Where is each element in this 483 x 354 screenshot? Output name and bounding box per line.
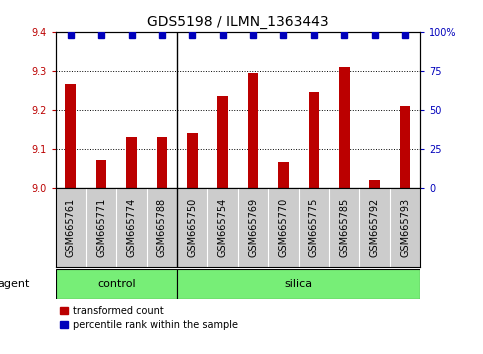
Title: GDS5198 / ILMN_1363443: GDS5198 / ILMN_1363443	[147, 16, 329, 29]
Legend: transformed count, percentile rank within the sample: transformed count, percentile rank withi…	[60, 306, 238, 330]
Text: GSM665769: GSM665769	[248, 198, 258, 257]
Text: GSM665788: GSM665788	[157, 198, 167, 257]
Text: control: control	[97, 279, 136, 289]
Bar	[187, 133, 198, 188]
Bar	[369, 180, 380, 188]
Bar	[56, 269, 177, 299]
Bar	[339, 67, 350, 188]
Text: silica: silica	[284, 279, 313, 289]
Bar	[278, 162, 289, 188]
Text: GSM665774: GSM665774	[127, 198, 137, 257]
Text: GSM665793: GSM665793	[400, 198, 410, 257]
Text: GSM665775: GSM665775	[309, 198, 319, 257]
Bar	[156, 137, 167, 188]
Bar	[309, 92, 319, 188]
Text: GSM665770: GSM665770	[279, 198, 288, 257]
Text: GSM665754: GSM665754	[218, 198, 227, 257]
FancyArrow shape	[46, 275, 55, 293]
Bar	[126, 137, 137, 188]
Bar	[217, 96, 228, 188]
Text: GSM665761: GSM665761	[66, 198, 76, 257]
Text: GSM665750: GSM665750	[187, 198, 197, 257]
Bar	[400, 106, 411, 188]
Bar	[177, 269, 420, 299]
Text: GSM665785: GSM665785	[339, 198, 349, 257]
Bar	[248, 73, 258, 188]
Text: GSM665771: GSM665771	[96, 198, 106, 257]
Bar	[96, 160, 106, 188]
Text: GSM665792: GSM665792	[369, 198, 380, 257]
Bar	[65, 84, 76, 188]
Text: agent: agent	[0, 279, 30, 289]
